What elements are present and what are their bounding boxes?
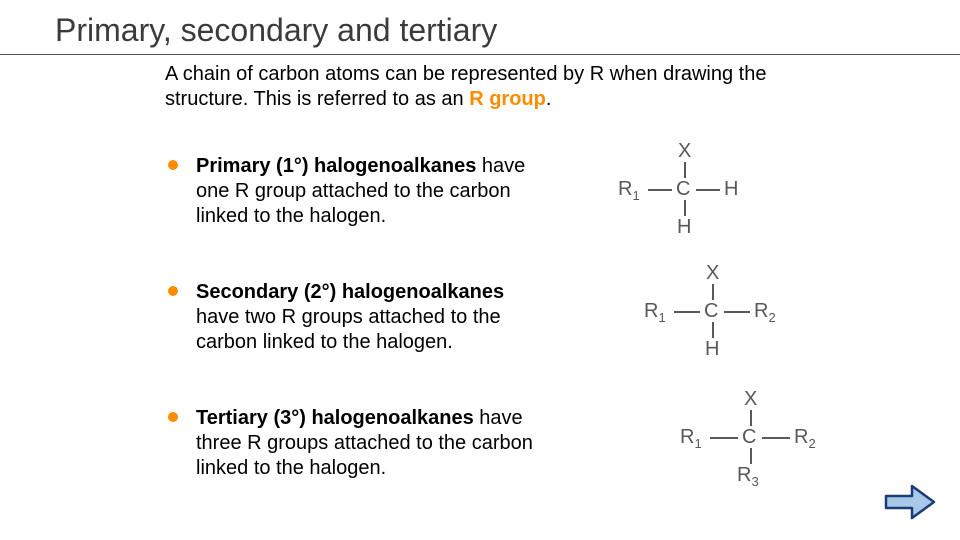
atom-h: H [705, 338, 719, 361]
next-button[interactable] [882, 482, 938, 522]
atom-r2: R2 [754, 300, 776, 325]
list-item: Tertiary (3°) halogenoalkanes have three… [168, 406, 548, 481]
bond [750, 410, 752, 426]
bond [712, 322, 714, 338]
list-item: Primary (1°) halogenoalkanes have one R … [168, 154, 548, 229]
atom-r1: R1 [644, 300, 666, 325]
bond [684, 200, 686, 216]
title-underline [0, 54, 960, 55]
atom-h: H [724, 178, 738, 201]
chem-structure-primary: X C H R1 H [600, 140, 780, 250]
atom-x: X [744, 388, 757, 411]
bullet-icon [168, 412, 178, 422]
page-title: Primary, secondary and tertiary [55, 12, 497, 49]
bond [724, 311, 750, 313]
intro-period: . [546, 88, 552, 110]
bond [712, 284, 714, 300]
atom-r3: R3 [737, 464, 759, 489]
bond [648, 189, 672, 191]
atom-h: H [677, 216, 691, 239]
item-head: Primary (1°) halogenoalkanes [196, 155, 476, 177]
bond [762, 437, 790, 439]
intro-rgroup: R group [469, 88, 546, 110]
atom-x: X [706, 262, 719, 285]
bond [674, 311, 700, 313]
item-head: Tertiary (3°) halogenoalkanes [196, 407, 474, 429]
atom-c: C [742, 426, 756, 449]
bond [750, 448, 752, 464]
atom-c: C [704, 300, 718, 323]
item-tail: have two R groups attached to the carbon… [196, 306, 501, 353]
bond [710, 437, 738, 439]
item-text: Secondary (2°) halogenoalkanes have two … [196, 280, 548, 355]
arrow-right-icon [882, 482, 938, 522]
item-text: Tertiary (3°) halogenoalkanes have three… [196, 406, 548, 481]
atom-r1: R1 [680, 426, 702, 451]
atom-c: C [676, 178, 690, 201]
intro-a: A chain of carbon atoms can be represent… [165, 63, 766, 110]
item-text: Primary (1°) halogenoalkanes have one R … [196, 154, 548, 229]
atom-x: X [678, 140, 691, 163]
list-item: Secondary (2°) halogenoalkanes have two … [168, 280, 548, 355]
chem-structure-secondary: X C H R1 R2 [624, 262, 814, 372]
bullet-icon [168, 160, 178, 170]
atom-r1: R1 [618, 178, 640, 203]
item-head: Secondary (2°) halogenoalkanes [196, 281, 504, 303]
bond [696, 189, 720, 191]
bond [684, 162, 686, 178]
chem-structure-tertiary: X C R3 R1 R2 [660, 388, 860, 508]
intro-text: A chain of carbon atoms can be represent… [165, 62, 785, 112]
bullet-icon [168, 286, 178, 296]
atom-r2: R2 [794, 426, 816, 451]
